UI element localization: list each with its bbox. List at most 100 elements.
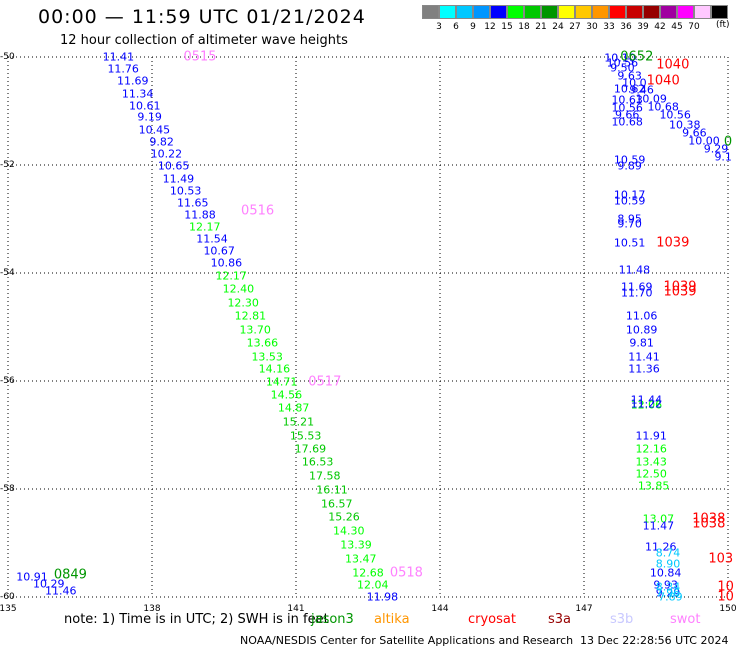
- pass-time-label: 1038: [692, 511, 726, 527]
- wave-height-point: 13.43: [635, 455, 667, 469]
- wave-height-point: 10.68: [647, 100, 679, 114]
- wave-height-point: 8.90: [655, 557, 681, 571]
- lon-tick-label: 138: [143, 604, 161, 614]
- wave-height-point: 9.50: [610, 61, 635, 75]
- wave-height-point: 10.59: [613, 153, 646, 167]
- mission-label: cryosat: [468, 612, 516, 627]
- wave-height-point: 13.39: [340, 538, 372, 552]
- wave-height-point: 12.50: [635, 467, 667, 481]
- lat-tick-label: -50: [0, 52, 15, 62]
- wave-height-point: 11.65: [177, 196, 209, 210]
- wave-height-point: 10.45: [138, 123, 171, 137]
- wave-height-point: 10.59: [613, 194, 646, 208]
- legend-tick-label: 6: [453, 22, 459, 32]
- pass-time-label: 1040: [656, 57, 690, 73]
- wave-height-point: 12.17: [215, 269, 247, 283]
- wave-height-point: 10.22: [150, 147, 183, 161]
- legend-tick-label: 21: [535, 22, 547, 32]
- legend-swatch: [439, 5, 456, 19]
- wave-height-point: 10.91: [16, 570, 48, 584]
- wave-height-point: 11.26: [645, 540, 677, 554]
- footer-credit: NOAA/NESDIS Center for Satellite Applica…: [240, 634, 574, 647]
- wave-height-point: 11.34: [121, 87, 154, 101]
- wave-height-point: 10.65: [157, 159, 190, 173]
- wave-height-point: 10.56: [659, 108, 691, 122]
- legend-swatch: [524, 5, 541, 19]
- wave-height-point: 13.07: [642, 512, 675, 526]
- legend-tick-label: 18: [518, 22, 530, 32]
- legend-tick-label: 39: [637, 22, 649, 32]
- pass-time-label: 0849: [53, 567, 87, 583]
- wave-height-point: 12.06: [630, 398, 663, 412]
- legend-swatch: [711, 5, 728, 19]
- legend-swatch: [558, 5, 575, 19]
- wave-height-point: 11.70: [621, 286, 653, 300]
- mission-label: swot: [670, 612, 701, 627]
- page-title: 00:00 — 11:59 UTC 01/21/2024: [38, 6, 366, 28]
- wave-height-point: 9.66: [682, 126, 707, 140]
- legend-swatch: [677, 5, 694, 19]
- wave-height-point: 17.58: [309, 469, 341, 482]
- wave-height-point: 8.34: [655, 580, 681, 594]
- wave-height-point: 9.46: [629, 83, 654, 97]
- lon-tick-label: 150: [719, 604, 737, 614]
- lon-tick-label: 141: [287, 604, 305, 614]
- pass-time-label: 0516: [241, 203, 275, 219]
- wave-height-point: 10.53: [169, 184, 202, 198]
- legend-tick-label: 3: [436, 22, 442, 32]
- mission-label: jason3: [311, 612, 354, 627]
- wave-height-point: 11.47: [642, 519, 675, 533]
- wave-height-point: 13.85: [637, 479, 670, 493]
- legend-tick-label: 33: [603, 22, 615, 32]
- wave-height-point: 10.0: [622, 76, 647, 90]
- legend-swatch: [490, 5, 507, 19]
- wave-height-point: 14.56: [270, 388, 303, 401]
- footer-timestamp: 13 Dec 22:28:56 UTC 2024: [580, 634, 729, 647]
- wave-height-point: 10.51: [613, 236, 646, 250]
- lon-tick-label: 135: [0, 604, 17, 614]
- wave-height-point: 13.47: [345, 552, 377, 566]
- legend-swatch: [643, 5, 660, 19]
- legend-swatch: [507, 5, 524, 19]
- lat-tick-label: -52: [0, 160, 15, 170]
- wave-height-point: 9.93: [653, 578, 678, 592]
- wave-height-point: 9.66: [614, 108, 640, 122]
- wave-height-point: 14.16: [258, 362, 291, 376]
- wave-height-point: 12.04: [357, 578, 389, 592]
- wave-height-point: 8.95: [617, 212, 642, 226]
- wave-height-point: 14.30: [333, 524, 365, 538]
- wave-height-point: 11.06: [625, 309, 658, 323]
- mission-label: altika: [374, 612, 410, 627]
- legend-tick-label: 36: [620, 22, 632, 32]
- wave-height-point: 10.84: [649, 566, 682, 580]
- pass-time-label: 1039: [656, 235, 690, 251]
- wave-height-point: 10.89: [625, 323, 658, 337]
- wave-height-point: 9.82: [149, 135, 174, 149]
- wave-height-point: 10.62: [613, 82, 646, 96]
- pass-time-label: 10: [717, 579, 734, 595]
- note-text: note: 1) Time is in UTC; 2) SWH is in fe…: [64, 612, 329, 627]
- legend-swatch: [592, 5, 609, 19]
- wave-height-point: 10.68: [611, 115, 643, 129]
- wave-height-point: 11.41: [628, 350, 660, 364]
- wave-height-point: 13.70: [239, 323, 271, 337]
- wave-height-point: 12.81: [234, 309, 267, 323]
- wave-height-point: 11.76: [107, 62, 139, 76]
- wave-height-point: 9.29: [655, 586, 681, 600]
- wave-height-point: 10.17: [613, 188, 646, 202]
- wave-height-point: 9.63: [617, 69, 642, 83]
- wave-height-point: 11.98: [366, 590, 399, 604]
- wave-height-point: 14.71: [265, 375, 298, 389]
- wave-height-point: 11.91: [635, 429, 667, 443]
- wave-height-point: 13.66: [246, 336, 279, 350]
- wave-height-point: 10.29: [33, 577, 65, 590]
- legend-swatch: [422, 5, 439, 19]
- wave-height-point: 9.70: [617, 217, 642, 231]
- pass-time-label: 0517: [308, 374, 342, 390]
- wave-height-point: 11.41: [102, 50, 135, 64]
- wave-height-point: 7.96: [655, 586, 681, 600]
- wave-height-point: 9.81: [629, 336, 654, 350]
- wave-height-point: 10.86: [210, 256, 243, 270]
- mission-label: s3a: [548, 612, 572, 627]
- legend-tick-label: 9: [470, 22, 476, 32]
